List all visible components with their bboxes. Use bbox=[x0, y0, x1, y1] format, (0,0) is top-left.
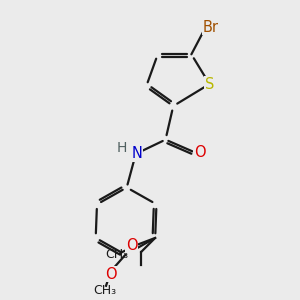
Text: N: N bbox=[132, 146, 142, 161]
Text: CH₃: CH₃ bbox=[93, 284, 116, 297]
Text: CH₃: CH₃ bbox=[105, 248, 128, 261]
Text: S: S bbox=[205, 76, 214, 92]
Text: O: O bbox=[105, 267, 117, 282]
Text: H: H bbox=[116, 141, 127, 155]
Text: Br: Br bbox=[203, 20, 219, 35]
Text: O: O bbox=[126, 238, 138, 253]
Text: O: O bbox=[194, 145, 206, 160]
